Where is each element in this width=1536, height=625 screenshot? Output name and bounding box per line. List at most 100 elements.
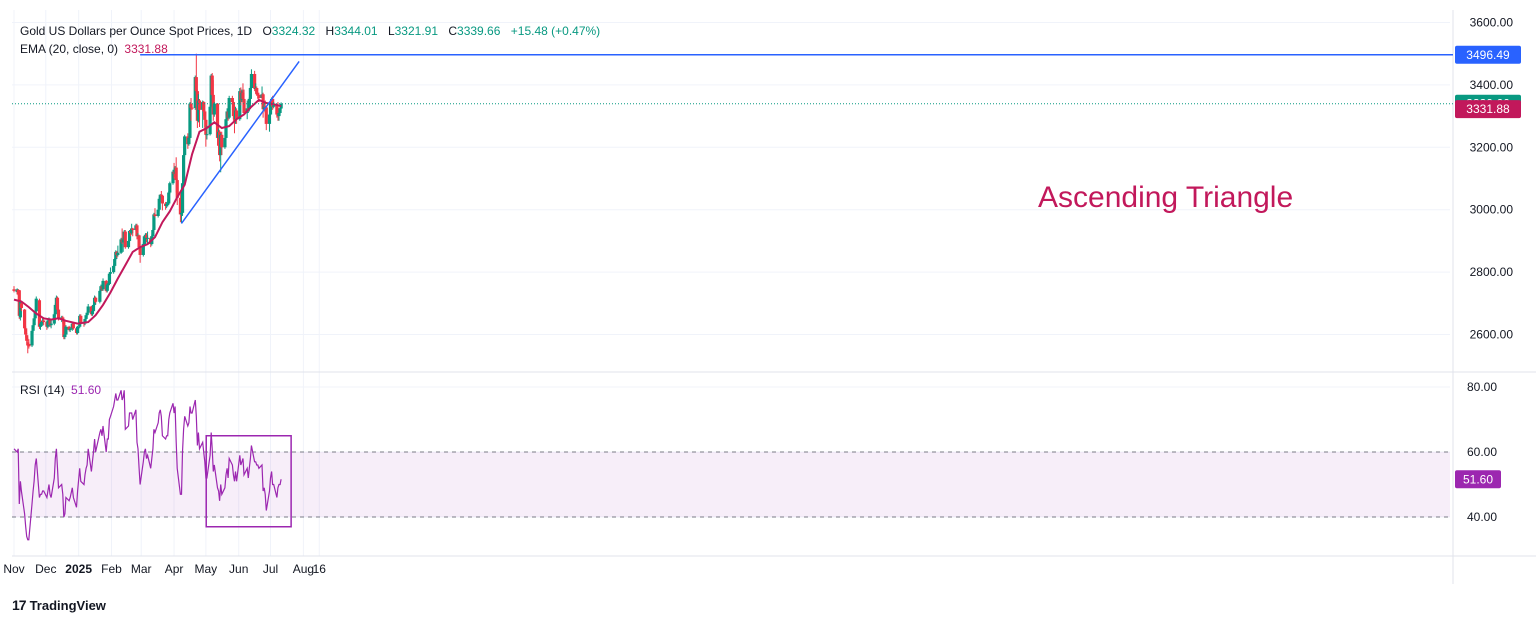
- candle-body: [166, 203, 170, 205]
- candle: [12, 286, 16, 293]
- candle: [49, 320, 53, 329]
- candle-body: [152, 214, 156, 231]
- price-tick-label: 3000.00: [1470, 203, 1514, 217]
- candle: [165, 201, 169, 209]
- candle-body: [278, 108, 282, 113]
- candle-body: [42, 320, 46, 323]
- candle-body: [248, 88, 252, 99]
- candle-body: [114, 251, 118, 260]
- candle-body: [27, 343, 31, 347]
- rsi-focus-box[interactable]: [205, 435, 292, 528]
- candle-body: [188, 103, 192, 138]
- candle-body: [271, 98, 275, 107]
- candle: [183, 134, 187, 157]
- symbol-title[interactable]: Gold US Dollars per Ounce Spot Prices, 1…: [20, 24, 253, 38]
- candle-body: [94, 297, 98, 302]
- candle: [98, 289, 102, 304]
- time-tick-label: May: [195, 562, 218, 576]
- rsi-band: [12, 452, 1450, 517]
- candle-body: [84, 315, 88, 319]
- candle-body: [275, 105, 279, 115]
- ema-price-tag-bg: [1455, 100, 1521, 119]
- candle-body: [48, 318, 52, 326]
- price-tick-label: 3400.00: [1470, 78, 1514, 92]
- candle: [167, 191, 171, 206]
- time-tick-label: Jul: [263, 562, 278, 576]
- candle-body: [187, 137, 191, 145]
- candle-body: [144, 235, 149, 238]
- candle-body: [262, 106, 266, 110]
- tradingview-logo-text: TradingView: [29, 597, 106, 613]
- time-tick-label: Jun: [229, 562, 248, 576]
- ascending-trendline[interactable]: [180, 61, 300, 224]
- candle: [101, 278, 105, 291]
- candle: [27, 339, 31, 349]
- candle: [168, 181, 172, 195]
- candle-body: [183, 136, 187, 156]
- time-tick-label: Dec: [35, 562, 56, 576]
- candle-body: [253, 73, 257, 89]
- candle-body: [135, 225, 139, 237]
- close-value: 3339.66: [457, 24, 501, 38]
- candle-body: [168, 183, 172, 193]
- price-tick-label: 2800.00: [1470, 265, 1514, 279]
- candle-body: [83, 318, 87, 324]
- open-value: 3324.32: [271, 24, 316, 38]
- candle: [160, 194, 164, 211]
- candle-body: [137, 235, 141, 248]
- rsi-price-tag-bg: [1455, 470, 1501, 489]
- candle: [242, 89, 246, 115]
- candle-body: [116, 252, 120, 255]
- candle-body: [31, 325, 35, 331]
- candle-body: [32, 318, 36, 326]
- candle-body: [55, 297, 60, 310]
- candle-body: [179, 212, 184, 215]
- candle-body: [112, 265, 116, 273]
- symbol-legend: Gold US Dollars per Ounce Spot Prices, 1…: [20, 24, 603, 38]
- candle: [71, 322, 75, 330]
- tradingview-logo[interactable]: 17 TradingView: [12, 597, 106, 613]
- grid-lines: [12, 10, 1450, 556]
- rsi-legend-label: RSI (14): [20, 383, 65, 397]
- candle-body: [18, 301, 22, 318]
- candle-body: [189, 103, 193, 108]
- price-tick-label: 2600.00: [1470, 328, 1514, 342]
- candle: [19, 301, 24, 312]
- candle: [248, 86, 252, 104]
- candle: [79, 314, 83, 324]
- candle-body: [202, 102, 206, 112]
- candle: [264, 106, 268, 131]
- candle-body: [157, 198, 161, 210]
- candle-body: [56, 309, 61, 319]
- candle-body: [158, 194, 162, 199]
- candle-body: [241, 92, 245, 99]
- ema-price-tag: 3331.88: [1455, 100, 1521, 119]
- time-tick-label: Aug: [293, 562, 314, 576]
- candle-body: [223, 137, 227, 148]
- candle-body: [79, 315, 83, 323]
- candle: [123, 230, 127, 249]
- candle-body: [121, 239, 125, 243]
- candle-body: [235, 110, 239, 120]
- candle: [253, 70, 257, 92]
- candle: [121, 237, 125, 252]
- candle-body: [215, 103, 220, 138]
- pattern-annotation: Ascending Triangle: [1038, 181, 1293, 214]
- candle: [267, 112, 272, 132]
- ema-legend[interactable]: EMA (20, close, 0) 3331.88: [20, 42, 171, 56]
- candle-body: [267, 114, 272, 124]
- candle: [68, 327, 72, 333]
- candle-body: [33, 311, 37, 319]
- rsi-legend[interactable]: RSI (14) 51.60: [20, 383, 104, 397]
- candle-body: [193, 77, 197, 108]
- candle-body: [76, 326, 80, 333]
- candle-body: [105, 284, 109, 291]
- candle-body: [208, 106, 212, 135]
- candle-body: [220, 134, 224, 148]
- rsi-line: [13, 390, 282, 541]
- candle: [175, 178, 179, 206]
- candle-body: [255, 88, 259, 95]
- ema-price-tag-label: 3331.88: [1466, 102, 1510, 116]
- ema-line: [13, 98, 282, 325]
